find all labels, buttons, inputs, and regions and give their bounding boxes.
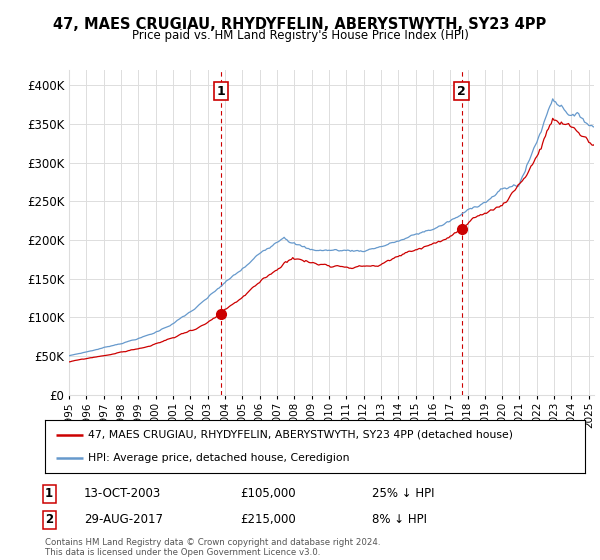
Text: 8% ↓ HPI: 8% ↓ HPI (372, 513, 427, 526)
Text: £105,000: £105,000 (240, 487, 296, 501)
Text: 13-OCT-2003: 13-OCT-2003 (84, 487, 161, 501)
Text: HPI: Average price, detached house, Ceredigion: HPI: Average price, detached house, Cere… (88, 453, 350, 463)
Text: Contains HM Land Registry data © Crown copyright and database right 2024.
This d: Contains HM Land Registry data © Crown c… (45, 538, 380, 557)
Text: 25% ↓ HPI: 25% ↓ HPI (372, 487, 434, 501)
Text: 1: 1 (45, 487, 53, 501)
Text: £215,000: £215,000 (240, 513, 296, 526)
Text: 29-AUG-2017: 29-AUG-2017 (84, 513, 163, 526)
Text: 47, MAES CRUGIAU, RHYDYFELIN, ABERYSTWYTH, SY23 4PP (detached house): 47, MAES CRUGIAU, RHYDYFELIN, ABERYSTWYT… (88, 430, 513, 440)
Text: Price paid vs. HM Land Registry's House Price Index (HPI): Price paid vs. HM Land Registry's House … (131, 29, 469, 42)
Text: 2: 2 (457, 85, 466, 97)
Text: 1: 1 (217, 85, 226, 97)
Text: 47, MAES CRUGIAU, RHYDYFELIN, ABERYSTWYTH, SY23 4PP: 47, MAES CRUGIAU, RHYDYFELIN, ABERYSTWYT… (53, 17, 547, 32)
Text: 2: 2 (45, 513, 53, 526)
